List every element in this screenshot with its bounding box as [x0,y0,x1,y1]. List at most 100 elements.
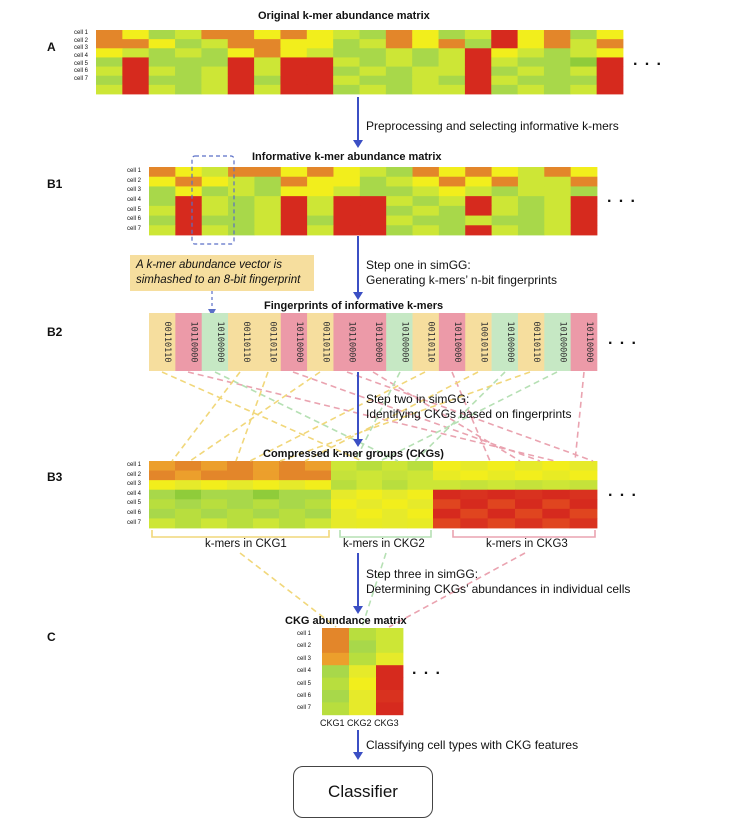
heatmap-b1-cell [491,167,519,178]
ckg-matrix-cell [349,702,377,716]
ckg2-heatmap-cell [331,470,357,481]
fingerprint-to-ckg-link [279,371,531,462]
ckg3-heatmap-cell [460,470,489,481]
heatmap-b1-cell [465,167,492,178]
heatmap-b1-cell [175,205,203,216]
ckg2-heatmap-cell [356,499,383,510]
heatmap-a-cell [596,75,624,86]
fingerprint-bits: 10010110 [478,322,488,363]
heatmap-b1-cell [544,167,572,178]
heatmap-a-cell [517,66,545,77]
ckg1-heatmap-cell [149,508,176,519]
ckg-matrix-cell [322,652,350,666]
fingerprint-bits: 10100000 [505,322,515,363]
ckg1-heatmap-cell [279,461,306,471]
heatmap-a-cell [412,48,439,58]
heatmap-b1-cell [149,176,176,187]
fingerprint-to-ckg-link [235,371,269,462]
heatmap-a-cell [254,75,281,86]
heatmap-a-cell [596,84,624,95]
heatmap-a-cell [280,75,308,86]
ckg3-heatmap-cell [515,470,543,481]
cell-row-label: cell 2 [297,643,312,650]
heatmap-b1-cell [386,215,413,226]
heatmap-a-cell [543,57,571,67]
heatmap-b1-cell [228,205,255,216]
heatmap-a-cell [412,39,439,49]
ckg1-heatmap-cell [149,499,176,510]
heatmap-a-cell [254,30,281,40]
cell-row-label: cell 4 [127,197,142,204]
heatmap-b1-cell [570,186,598,197]
ckg3-label: k-mers in CKG3 [486,538,568,550]
heatmap-b1-cell [228,186,255,197]
ckg3-heatmap-cell [487,508,516,519]
fingerprint-strip [333,313,361,371]
ckg2-heatmap-cell [407,489,434,500]
heatmap-b1-cell [386,176,413,187]
heatmap-a-cell [254,57,281,67]
fingerprint-bits: 00110110 [531,322,541,363]
cell-row-label: cell 2 [127,471,142,478]
classifier-label: Classifier [328,782,398,801]
heatmap-a-cell [543,39,571,49]
fingerprint-bits: 00110110 [320,322,330,363]
heatmap-b1-cell [280,167,308,178]
heatmap-a-cell [359,66,387,77]
ckg-matrix-cell [322,702,350,716]
heatmap-a-cell [464,30,492,40]
ckg1-heatmap-cell [149,470,176,481]
heatmap-a-cell [96,39,123,49]
ckg2-heatmap-cell [407,480,434,491]
heatmap-a-cell [464,57,492,67]
ckg2-bracket [339,530,432,538]
ckg-matrix-cell [376,690,404,703]
title-informative-matrix: Informative k-mer abundance matrix [252,151,442,163]
cell-row-label: cell 2 [74,37,89,44]
heatmap-a-cell [543,30,571,40]
heatmap-a-cell [306,66,334,77]
ckg3-heatmap-cell [433,480,461,491]
heatmap-b1-cell [359,176,387,187]
ckg3-heatmap-cell [433,518,461,529]
heatmap-b1-cell [491,176,519,187]
cell-row-label: cell 7 [127,226,142,233]
heatmap-a-cell [464,48,492,58]
ellipsis-b3: · · · [608,487,638,504]
heatmap-b1-cell [491,225,519,236]
ckg1-heatmap-cell [279,480,306,491]
heatmap-a-cell [254,84,281,95]
ckg3-heatmap-cell [515,489,543,500]
cell-row-label: cell 3 [74,45,89,52]
heatmap-a-cell [227,48,255,58]
heatmap-b1-cell [228,167,255,178]
heatmap-a-cell [280,57,308,67]
heatmap-b1-cell [412,186,440,197]
heatmap-b1-cell [544,205,572,216]
heatmap-a-cell [148,30,176,40]
ckg1-heatmap-cell [279,508,306,519]
heatmap-b1-cell [307,215,334,226]
ckg3-heatmap-cell [542,480,571,491]
heatmap-b1-cell [254,176,282,187]
selected-kmer-box [191,155,235,245]
cell-row-label: cell 1 [127,462,142,468]
ckg1-heatmap-cell [175,480,202,491]
heatmap-a-cell [438,30,466,40]
heatmap-b1-cell [544,176,572,187]
heatmap-b1-cell [201,167,229,178]
arrow-step-two-head [353,439,363,447]
ckg1-heatmap-cell [305,461,332,471]
ckg-matrix-cell [376,665,404,678]
heatmap-b1-cell [175,167,203,178]
heatmap-b1-cell [491,205,519,216]
cell-row-label: cell 1 [74,30,89,36]
ckg1-heatmap-cell [253,461,280,471]
heatmap-b1-cell [228,215,255,226]
heatmap-b1-cell [570,205,598,216]
heatmap-a-cell [148,66,176,77]
fingerprint-to-ckg-link [249,371,426,462]
fingerprint-to-ckg-link [292,371,541,462]
heatmap-a-cell [543,66,571,77]
heatmap-a-cell [517,84,545,95]
